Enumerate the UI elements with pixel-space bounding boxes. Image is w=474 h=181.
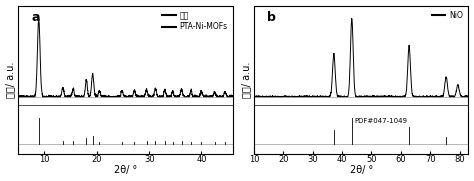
Text: a: a: [31, 11, 40, 24]
Y-axis label: 强度/ a.u.: 强度/ a.u.: [241, 61, 251, 98]
Y-axis label: 强度/ a.u.: 强度/ a.u.: [6, 61, 16, 98]
Legend: NiO: NiO: [430, 9, 465, 21]
Text: b: b: [267, 11, 276, 24]
Text: PDF#047-1049: PDF#047-1049: [355, 118, 408, 124]
Legend: 模拟, PTA-Ni-MOFs: 模拟, PTA-Ni-MOFs: [160, 9, 229, 33]
X-axis label: 2θ/ °: 2θ/ °: [349, 165, 373, 175]
X-axis label: 2θ/ °: 2θ/ °: [114, 165, 137, 175]
